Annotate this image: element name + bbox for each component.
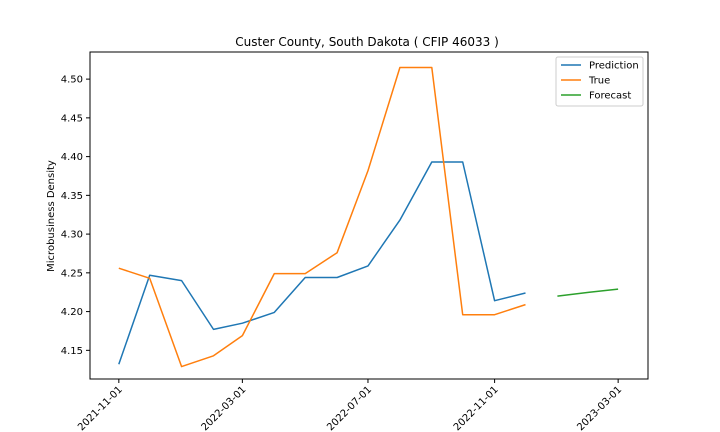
series-layer xyxy=(118,66,619,368)
legend-label: Forecast xyxy=(589,91,631,102)
y-axis-label: Microbusiness Density xyxy=(46,160,57,272)
y-tick-label: 4.30 xyxy=(61,230,83,241)
plot-area xyxy=(89,51,649,380)
y-tick-label: 4.50 xyxy=(61,75,83,86)
x-tick-label: 2022-07-01 xyxy=(325,384,374,432)
y-tick-label: 4.20 xyxy=(61,307,83,318)
y-tick-label: 4.45 xyxy=(61,113,83,124)
y-tick-label: 4.25 xyxy=(61,268,83,279)
legend: Prediction True Forecast xyxy=(555,56,644,107)
y-tick-label: 4.15 xyxy=(61,346,83,357)
series-line-true xyxy=(118,66,526,368)
x-tick-label: 2023-03-01 xyxy=(575,384,624,432)
x-tick-label: 2022-03-01 xyxy=(200,384,249,432)
legend-label: Prediction xyxy=(589,61,639,72)
x-axis: 2021-11-01 2022-03-01 2022-07-01 2022-11-01… xyxy=(76,379,624,432)
x-tick-label: 2022-11-01 xyxy=(452,384,501,432)
x-tick-label: 2021-11-01 xyxy=(76,384,125,432)
y-axis: 4.15 4.20 4.25 4.30 4.35 4.40 4.45 4.50 xyxy=(61,75,90,357)
legend-box xyxy=(555,56,644,107)
y-tick-label: 4.40 xyxy=(61,152,83,163)
series-line-forecast xyxy=(557,288,619,297)
series-line-prediction xyxy=(118,161,526,365)
legend-label: True xyxy=(588,76,610,87)
y-tick-label: 4.35 xyxy=(61,191,83,202)
chart-title: Custer County, South Dakota ( CFIP 46033… xyxy=(235,35,499,49)
